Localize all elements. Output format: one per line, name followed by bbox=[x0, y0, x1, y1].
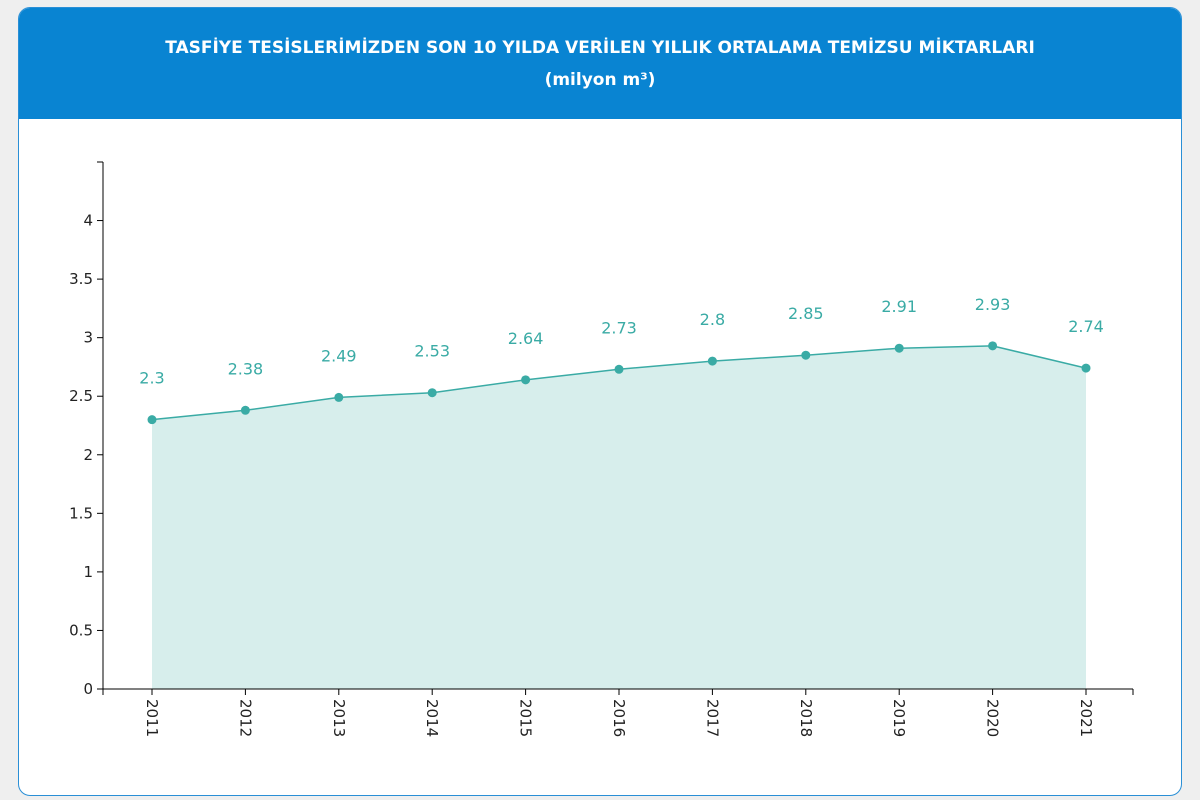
y-tick-label: 1 bbox=[83, 563, 93, 581]
data-point bbox=[1081, 363, 1091, 373]
chart-header: TASFİYE TESİSLERİMİZDEN SON 10 YILDA VER… bbox=[19, 8, 1181, 119]
y-tick-label: 3.5 bbox=[69, 270, 93, 288]
data-point bbox=[894, 343, 904, 353]
data-point bbox=[147, 415, 157, 425]
data-point bbox=[521, 375, 531, 385]
data-label: 2.93 bbox=[975, 295, 1011, 314]
x-tick-label: 2020 bbox=[984, 699, 1002, 737]
data-point bbox=[988, 341, 998, 351]
data-point bbox=[614, 364, 624, 374]
data-label: 2.53 bbox=[414, 342, 450, 361]
chart-title: TASFİYE TESİSLERİMİZDEN SON 10 YILDA VER… bbox=[165, 38, 1035, 58]
y-tick-label: 0 bbox=[83, 680, 93, 698]
data-point bbox=[240, 405, 250, 415]
x-tick-label: 2013 bbox=[330, 699, 348, 737]
chart-subtitle: (milyon m³) bbox=[544, 70, 656, 90]
data-label: 2.3 bbox=[139, 369, 164, 388]
data-label: 2.85 bbox=[788, 304, 824, 323]
x-tick-label: 2015 bbox=[517, 699, 535, 737]
data-label: 2.38 bbox=[228, 359, 264, 378]
x-tick-label: 2011 bbox=[143, 699, 161, 737]
data-point bbox=[427, 388, 437, 398]
data-label: 2.49 bbox=[321, 346, 357, 365]
x-tick-label: 2014 bbox=[423, 699, 441, 737]
area-fill bbox=[152, 345, 1086, 689]
x-tick-label: 2018 bbox=[797, 699, 815, 737]
y-tick-label: 2.5 bbox=[69, 387, 93, 405]
y-tick-label: 3 bbox=[83, 329, 93, 347]
data-label: 2.8 bbox=[700, 310, 725, 329]
data-point bbox=[334, 392, 344, 402]
x-tick-label: 2019 bbox=[890, 699, 908, 737]
data-label: 2.74 bbox=[1068, 317, 1104, 336]
data-point bbox=[801, 350, 811, 360]
x-tick-label: 2012 bbox=[236, 699, 254, 737]
data-label: 2.64 bbox=[508, 329, 544, 348]
x-tick-label: 2016 bbox=[610, 699, 628, 737]
data-point bbox=[707, 356, 717, 366]
x-tick-label: 2017 bbox=[703, 699, 721, 737]
data-label: 2.73 bbox=[601, 318, 637, 337]
y-tick-label: 4 bbox=[83, 212, 93, 230]
data-label: 2.91 bbox=[881, 297, 917, 316]
y-tick-label: 1.5 bbox=[69, 504, 93, 522]
y-tick-label: 0.5 bbox=[69, 621, 93, 639]
x-tick-label: 2021 bbox=[1077, 699, 1095, 737]
y-tick-label: 2 bbox=[83, 446, 93, 464]
